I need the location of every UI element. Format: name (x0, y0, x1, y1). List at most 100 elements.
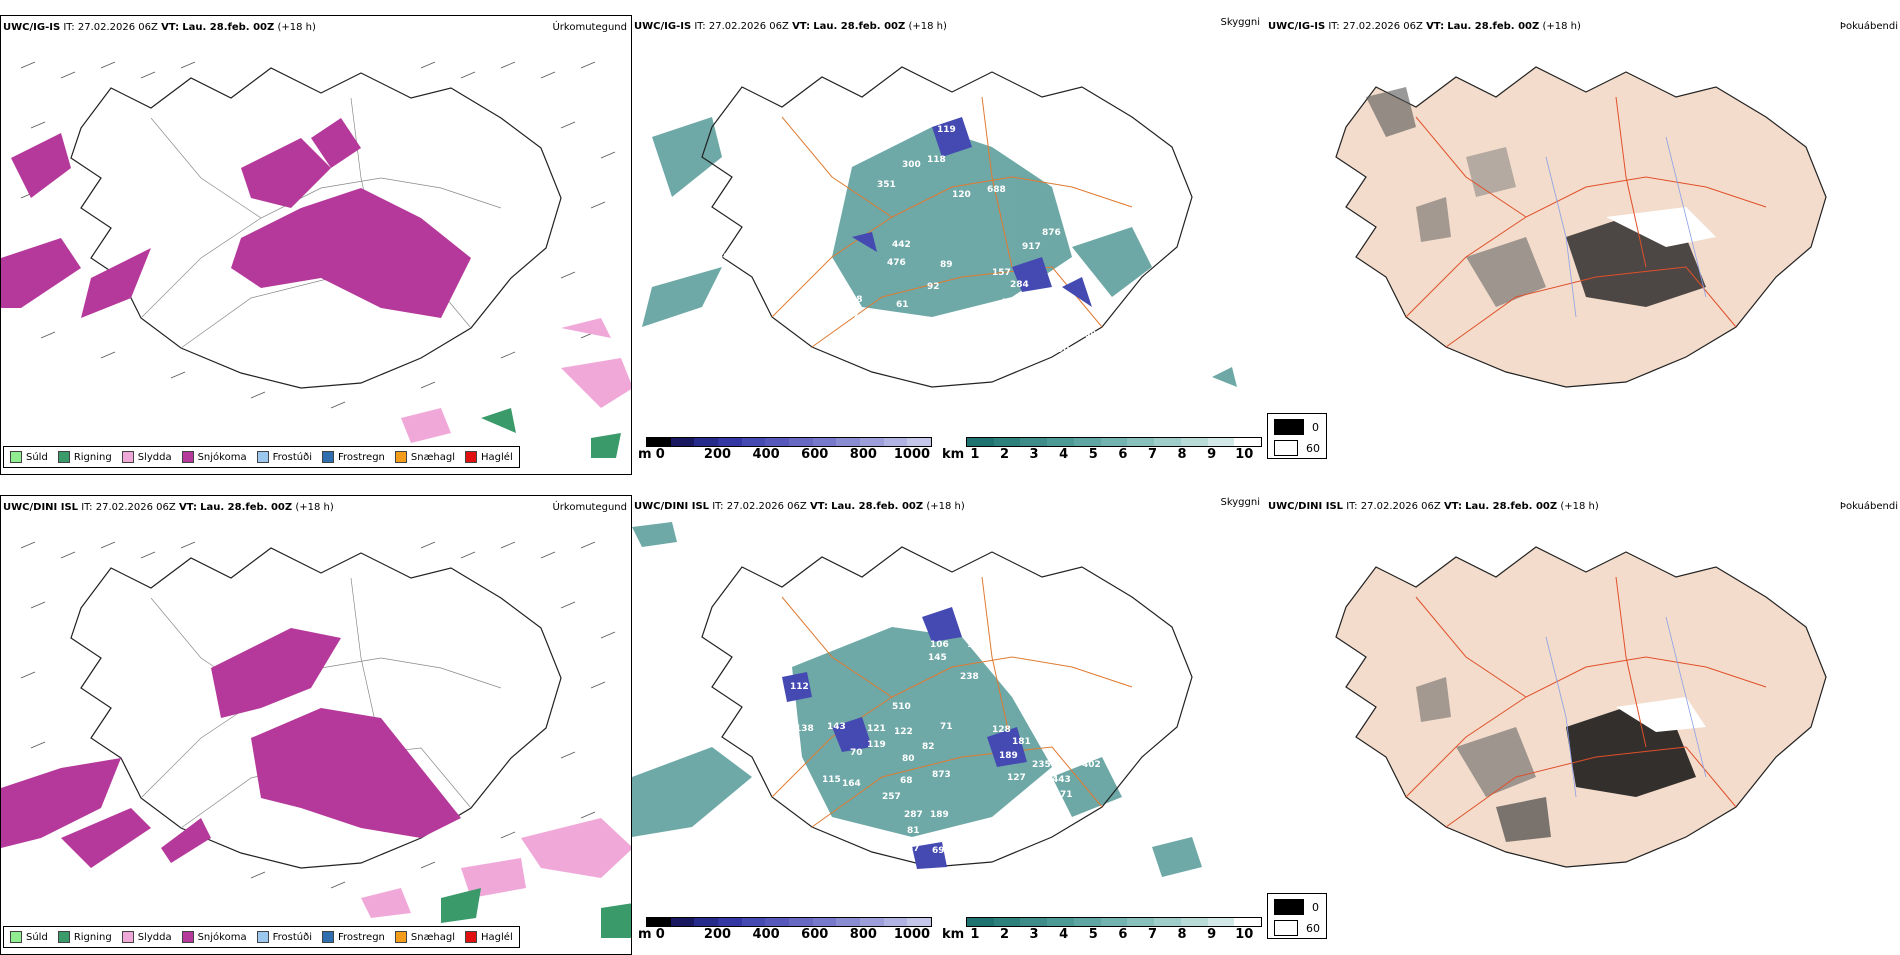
fog-legend: 0 60 (1267, 413, 1327, 459)
vt-value: Lau. 28.feb. 00Z (831, 501, 924, 512)
visibility-fog-areas (632, 522, 1202, 877)
vt-value: Lau. 28.feb. 00Z (813, 21, 906, 32)
lead-time: (+18 h) (1560, 501, 1599, 512)
cbar-unit: km (942, 927, 965, 942)
legend-swatch (181, 451, 194, 463)
cloud-base-labels: 119 300 118 351 120 688 876 917 442 476 … (717, 125, 1097, 380)
cloud-label: 688 (987, 185, 1006, 195)
cloud-label: 257 (882, 792, 901, 802)
cloud-label: 757 (1027, 707, 1046, 717)
legend-swatch (322, 931, 334, 943)
visibility-bar (966, 437, 1262, 447)
fog-legend-label: 0 (1312, 420, 1319, 434)
it-label: IT: (694, 21, 706, 32)
cloud-label: 145 (928, 653, 947, 663)
cloud-label: 351 (877, 180, 896, 190)
cloud-base-panel-top: UWC/IG-IS IT: 27.02.2026 06Z VT: Lau. 28… (632, 15, 1264, 475)
fog-legend-label: 60 (1306, 441, 1320, 455)
vt-label: VT: (161, 22, 180, 33)
legend-swatch (57, 931, 70, 943)
cloud-label: 235 (1032, 760, 1051, 770)
cloud-label: 128 (992, 725, 1011, 735)
cloud-label: 87 (847, 310, 860, 320)
legend-item: Frostúði (256, 931, 312, 943)
cloud-label: 71 (940, 722, 953, 732)
cloud-label: 81 (907, 826, 920, 836)
visibility-ticks: km 1 2 3 4 5 6 7 8 9 10 (942, 447, 1262, 463)
it-label: IT: (1346, 501, 1358, 512)
legend-swatch (465, 451, 478, 463)
cloud-label: 119 (937, 125, 956, 135)
cbar-tick: 6 (1118, 447, 1128, 462)
fog-index-map (1335, 66, 1827, 388)
fog-legend-item: 60 (1274, 920, 1320, 936)
fog-legend-label: 0 (1312, 900, 1319, 914)
visibility-colorbar: km 1 2 3 4 5 6 7 8 9 10 (942, 917, 1262, 943)
panel-header: UWC/IG-IS IT: 27.02.2026 06Z VT: Lau. 28… (3, 22, 316, 33)
cbar-tick: 400 (752, 447, 780, 462)
precip-type-panel-bottom: UWC/DINI ISL IT: 27.02.2026 06Z VT: Lau.… (0, 495, 632, 955)
legend-swatch (394, 451, 407, 463)
legend-item: Rigning (57, 931, 112, 943)
legend-label: Súld (26, 931, 48, 943)
roads (1405, 96, 1767, 348)
visibility-bar (966, 917, 1262, 927)
cloud-base-bar (646, 917, 932, 927)
vt-value: Lau. 28.feb. 00Z (1447, 21, 1540, 32)
legend-item: Haglél (465, 931, 513, 943)
legend-label: Frostúði (272, 451, 312, 463)
cbar-tick: 8 (1177, 927, 1187, 942)
vt-label: VT: (809, 501, 828, 512)
cbar-tick: 0 (655, 447, 665, 462)
cbar-tick: 4 (1059, 927, 1069, 942)
cloud-label: 164 (842, 779, 861, 789)
cbar-tick: 7 (1147, 447, 1157, 462)
legend-label: Súld (26, 451, 48, 463)
cbar-tick: 400 (752, 927, 780, 942)
legend-label: Snæhagl (410, 931, 456, 943)
cloud-label: 157 (992, 268, 1011, 278)
vt-label: VT: (1426, 21, 1445, 32)
legend-label: Slydda (137, 451, 172, 463)
fog-shading (1416, 677, 1706, 842)
it-value: 27.02.2026 06Z (95, 502, 176, 513)
cloud-label: 876 (1042, 228, 1061, 238)
legend-swatch (256, 451, 269, 463)
legend-item: Frostregn (322, 451, 385, 463)
cloud-label: 365 (717, 252, 736, 262)
cloud-label: 510 (892, 702, 911, 712)
wind-barbs (20, 61, 616, 409)
cbar-tick: 9 (1207, 447, 1217, 462)
panel-header: UWC/IG-IS IT: 27.02.2026 06Z VT: Lau. 28… (634, 21, 947, 32)
legend-label: Haglél (481, 451, 513, 463)
fog-legend-swatch (1274, 419, 1304, 435)
lead-time: (+18 h) (1542, 21, 1581, 32)
model-name: UWC/DINI ISL (634, 501, 710, 512)
cloud-label: 189 (999, 751, 1018, 761)
fog-legend-item: 0 (1274, 419, 1320, 435)
cbar-tick: 7 (1147, 927, 1157, 942)
legend-swatch (121, 451, 134, 463)
cloud-label: 92 (927, 282, 940, 292)
vt-label: VT: (792, 21, 811, 32)
cbar-tick: 600 (801, 447, 829, 462)
legend-swatch (256, 931, 269, 943)
model-name: UWC/IG-IS (634, 21, 692, 32)
rivers (1545, 616, 1707, 798)
precip-legend: Súld Rigning Slydda Snjókoma Frostúði Fr… (3, 926, 520, 948)
visibility-colorbar: km 1 2 3 4 5 6 7 8 9 10 (942, 437, 1262, 463)
legend-label: Rigning (73, 451, 112, 463)
it-label: IT: (81, 502, 93, 513)
cloud-label: 89 (940, 260, 953, 270)
legend-label: Snjókoma (197, 931, 247, 943)
cloud-base-panel-bottom: UWC/DINI ISL IT: 27.02.2026 06Z VT: Lau.… (632, 495, 1264, 955)
lead-time: (+18 h) (926, 501, 965, 512)
cloud-label: 284 (1010, 280, 1029, 290)
legend-item: Snæhagl (394, 451, 455, 463)
fog-legend-swatch (1274, 899, 1304, 915)
legend-swatch (121, 931, 134, 943)
cbar-tick: 5 (1088, 447, 1098, 462)
cloud-label: 70 (850, 748, 863, 758)
cloud-label: 873 (932, 770, 951, 780)
cloud-base-ticks: m 0 200 400 600 800 1000 (638, 927, 932, 943)
